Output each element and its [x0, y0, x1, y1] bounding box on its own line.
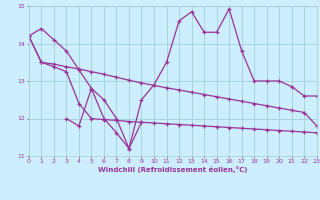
X-axis label: Windchill (Refroidissement éolien,°C): Windchill (Refroidissement éolien,°C) [98, 166, 247, 173]
